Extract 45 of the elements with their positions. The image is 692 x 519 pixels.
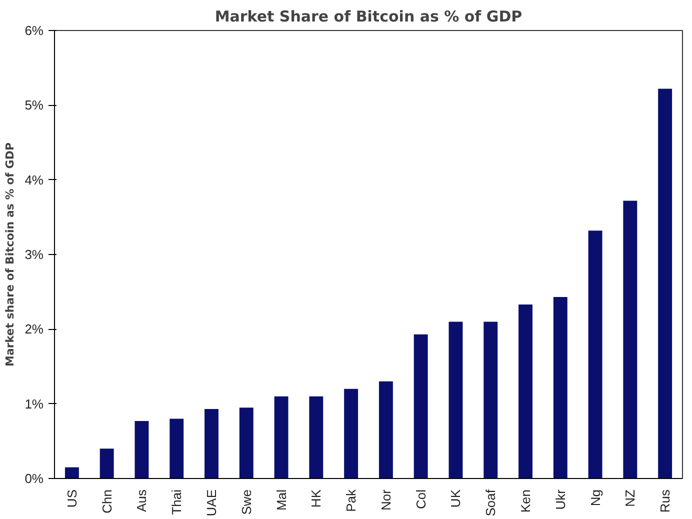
bar [204,409,218,478]
bar [134,421,149,478]
x-tick-label: Chn [99,489,114,514]
bar [274,396,288,478]
bar [518,304,532,478]
bar [344,388,358,478]
bar [414,334,428,478]
y-tick-label: 3% [24,247,44,262]
bar [239,408,254,478]
bar [553,297,568,478]
x-tick-label: Nor [378,488,394,510]
y-tick-label: 2% [24,322,44,337]
x-tick-label: HK [308,489,324,508]
bar [170,418,184,478]
bar [64,467,79,478]
y-tick-label: 4% [24,172,44,188]
x-tick-label: Soaf [483,489,498,516]
x-tick-label: Ukr [552,488,568,510]
x-tick-label: Rus [658,489,673,513]
x-tick-label: UAE [204,489,219,516]
x-tick-label: NZ [622,489,638,507]
x-tick-label: Col [413,489,428,510]
bar [588,230,602,478]
chart-title: Market Share of Bitcoin as % of GDP [214,8,522,26]
x-tick-label: US [64,489,80,508]
x-tick-label: Thai [169,489,184,515]
bar [484,322,498,478]
x-tick-label: Pak [344,489,359,512]
y-tick-label: 0% [24,471,44,486]
x-tick-label: Ken [518,489,533,513]
bar [448,322,463,478]
x-tick-label: Ng [588,489,603,506]
bar [100,448,114,478]
y-tick-label: 6% [24,23,44,38]
bar [309,396,324,478]
bar [623,200,638,478]
y-tick-label: 1% [24,396,44,412]
x-tick-label: Swe [238,489,254,515]
x-tick-label: Aus [134,489,150,512]
y-axis-title: Market share of Bitcoin as % of GDP [4,142,17,367]
y-tick-label: 5% [24,98,44,113]
x-tick-label: Mal [274,489,289,510]
bar [378,381,393,478]
bar [658,88,672,478]
x-tick-label: UK [448,489,464,508]
